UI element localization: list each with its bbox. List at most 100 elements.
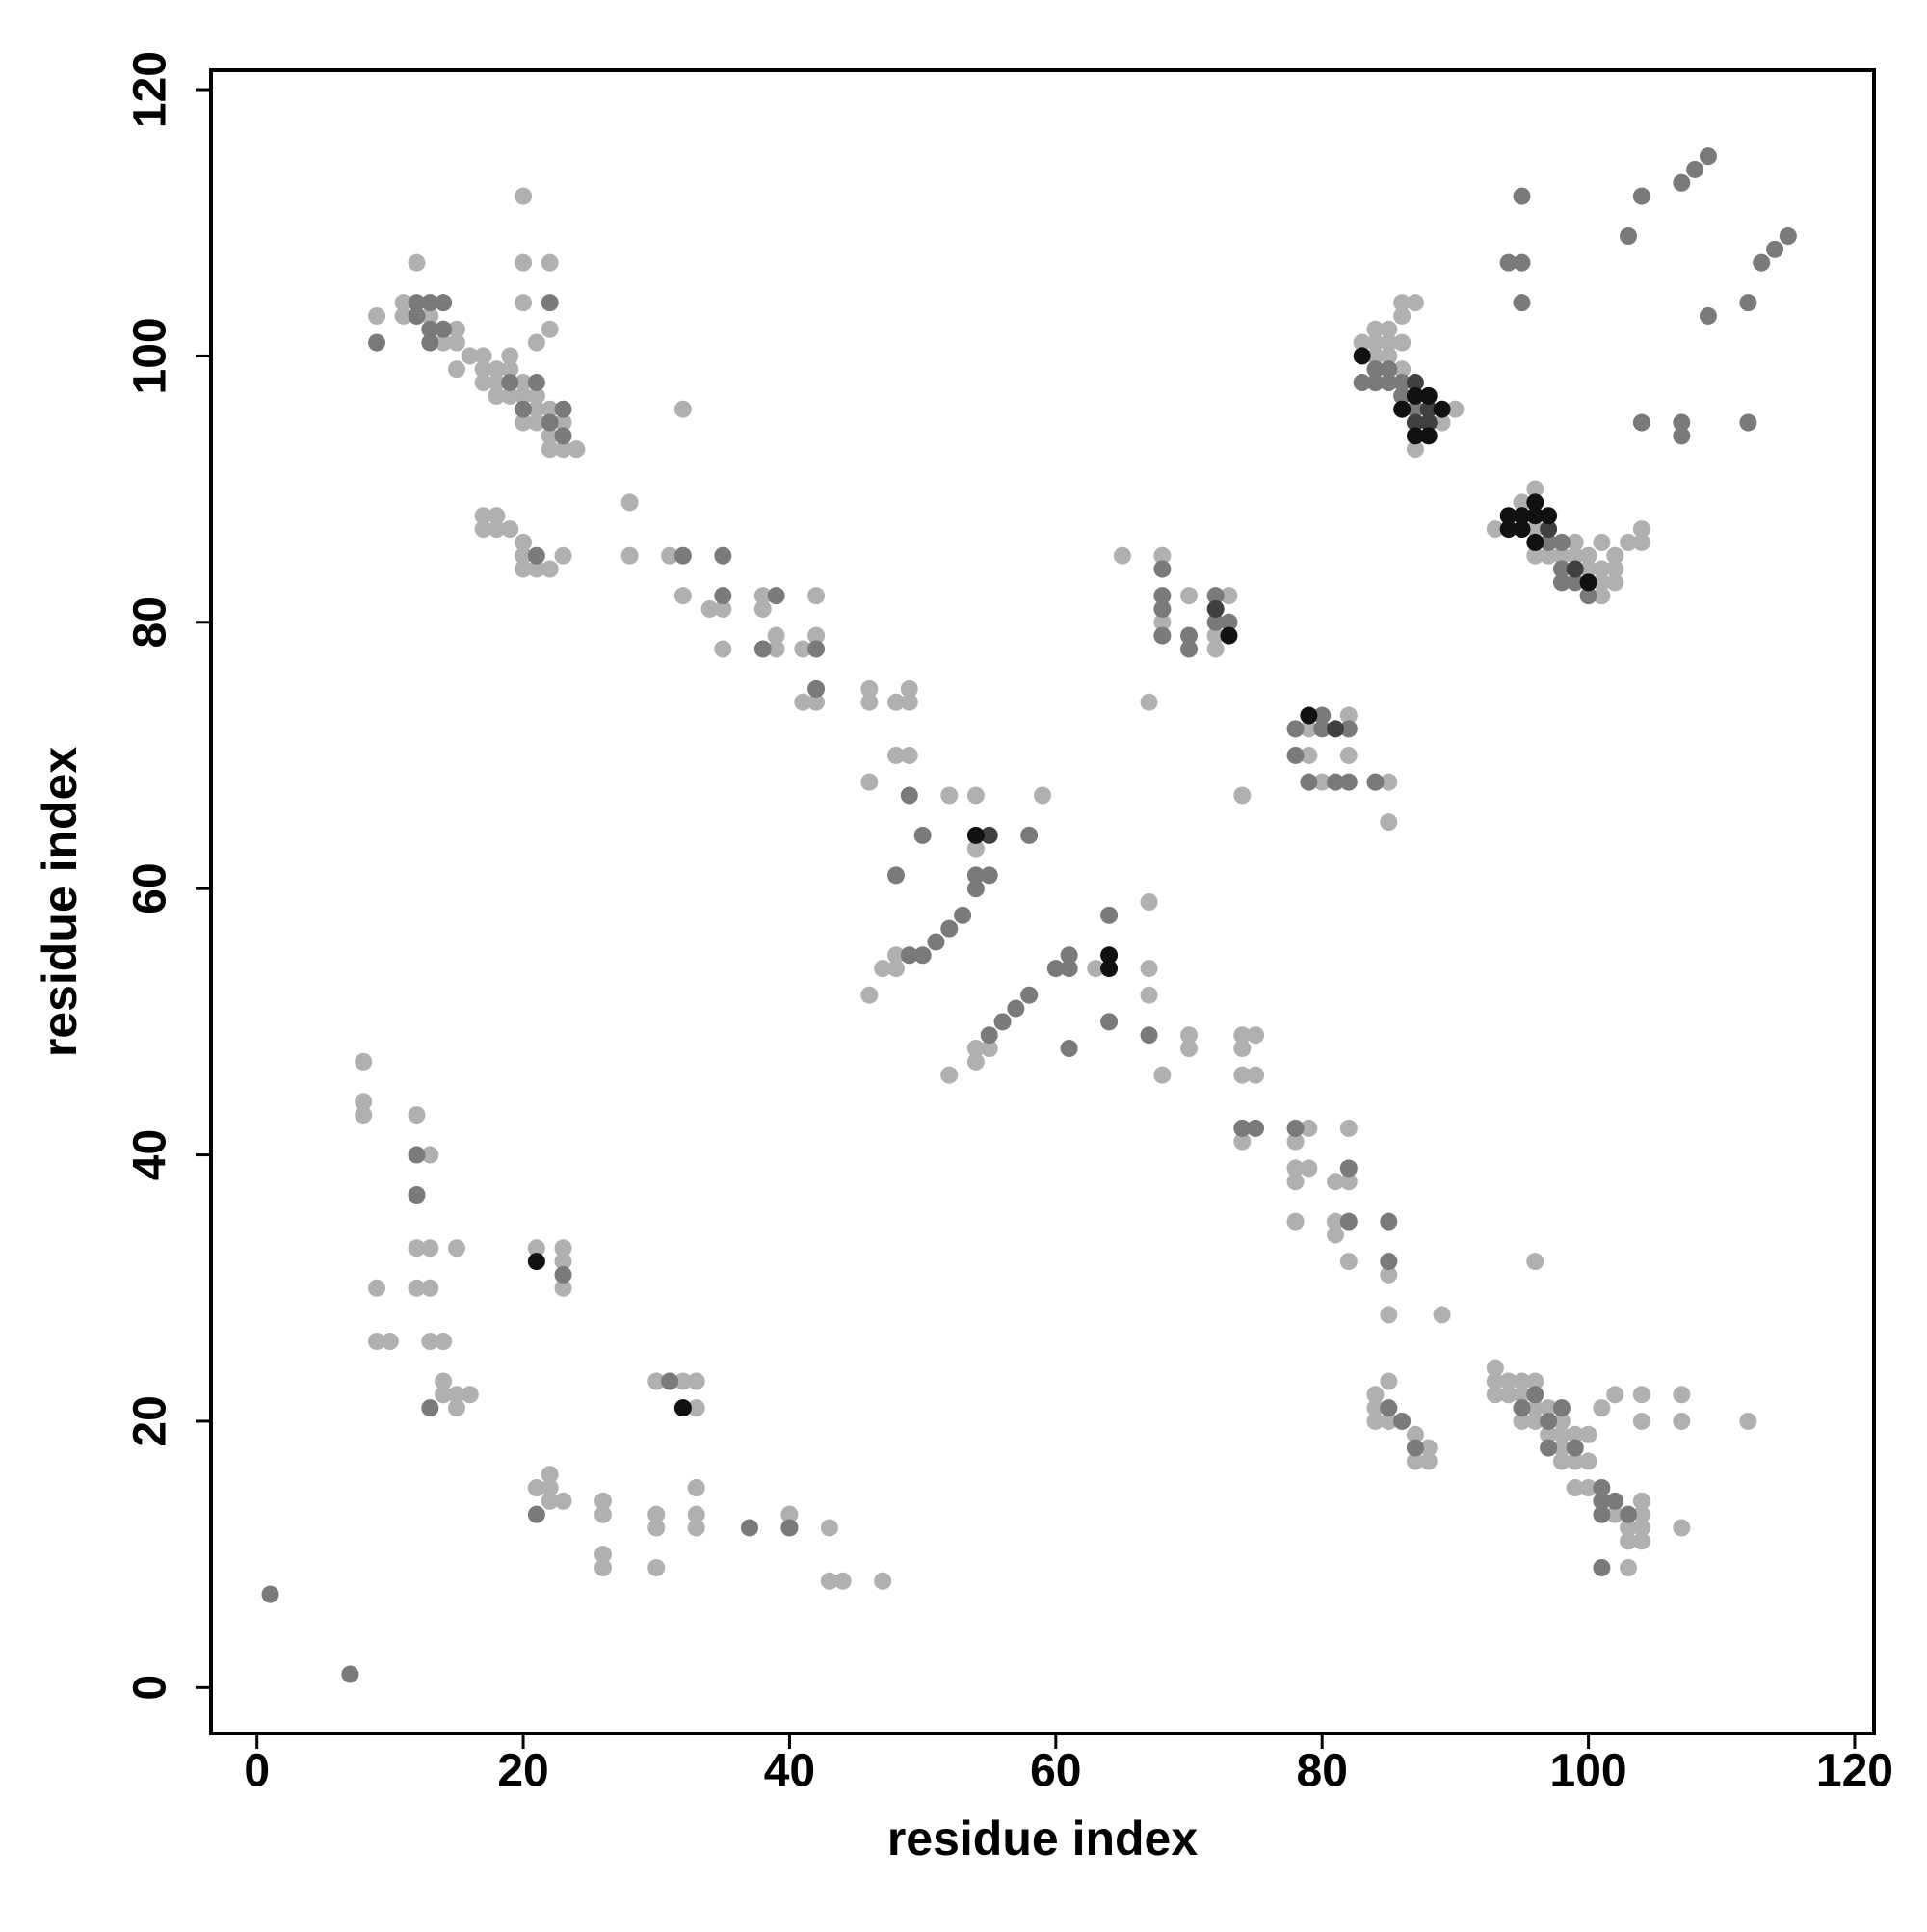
point xyxy=(527,413,545,432)
point xyxy=(1566,560,1584,578)
point xyxy=(1526,520,1544,539)
point xyxy=(874,960,892,978)
point xyxy=(541,440,559,459)
point xyxy=(554,1239,572,1257)
point xyxy=(1100,906,1119,924)
point xyxy=(1593,1479,1611,1497)
point xyxy=(1247,1119,1265,1137)
point xyxy=(594,1492,612,1510)
point xyxy=(1499,1372,1518,1390)
point xyxy=(515,560,533,578)
point xyxy=(1393,374,1412,392)
point xyxy=(1606,1505,1624,1523)
point xyxy=(807,626,826,645)
point xyxy=(1406,1439,1424,1457)
point xyxy=(740,1519,758,1537)
point xyxy=(780,1505,799,1523)
point xyxy=(1406,294,1424,312)
point xyxy=(421,306,439,325)
point xyxy=(661,546,679,565)
point xyxy=(1632,187,1650,205)
point xyxy=(368,306,386,325)
point xyxy=(954,906,972,924)
point xyxy=(647,1519,666,1537)
point xyxy=(1486,1359,1504,1377)
point xyxy=(1526,1386,1544,1404)
point xyxy=(993,1013,1012,1031)
point xyxy=(1286,1173,1305,1191)
point xyxy=(767,640,785,658)
point xyxy=(1593,1558,1611,1576)
point xyxy=(1499,520,1518,539)
point xyxy=(1247,1026,1265,1045)
point xyxy=(515,533,533,551)
point xyxy=(368,1333,386,1351)
point xyxy=(820,1572,838,1590)
point xyxy=(1327,1226,1345,1244)
point xyxy=(1419,400,1438,418)
point xyxy=(940,919,959,938)
point xyxy=(620,493,639,512)
point xyxy=(1393,333,1412,352)
point xyxy=(474,347,492,365)
point xyxy=(1180,1040,1199,1058)
point xyxy=(554,546,572,565)
point xyxy=(1739,1412,1757,1430)
point xyxy=(435,1386,453,1404)
point xyxy=(900,946,918,965)
point xyxy=(1339,1173,1358,1191)
point xyxy=(568,440,586,459)
point xyxy=(1739,294,1757,312)
point xyxy=(488,520,506,539)
y-tick-label: 60 xyxy=(125,862,176,913)
point xyxy=(714,599,732,618)
point xyxy=(1327,1212,1345,1231)
point xyxy=(1380,813,1398,832)
point xyxy=(488,374,506,392)
point xyxy=(594,1558,612,1576)
point xyxy=(966,786,985,805)
point xyxy=(1579,587,1597,605)
point xyxy=(421,1333,439,1351)
point xyxy=(1220,587,1238,605)
point xyxy=(767,587,785,605)
point xyxy=(1406,400,1424,418)
point xyxy=(355,1052,373,1071)
point xyxy=(1540,1439,1558,1457)
point xyxy=(1593,587,1611,605)
point xyxy=(1499,253,1518,272)
point xyxy=(1286,746,1305,764)
point xyxy=(1566,533,1584,551)
point xyxy=(554,413,572,432)
point xyxy=(1566,1479,1584,1497)
point xyxy=(1007,999,1025,1018)
point xyxy=(1419,1452,1438,1470)
point xyxy=(1353,347,1371,365)
point xyxy=(966,880,985,898)
point xyxy=(966,826,985,844)
point xyxy=(474,374,492,392)
point xyxy=(1060,960,1078,978)
point xyxy=(1313,773,1332,791)
point xyxy=(1366,1412,1385,1430)
point xyxy=(940,1066,959,1084)
point xyxy=(1673,1386,1691,1404)
point xyxy=(1233,1066,1252,1084)
point xyxy=(1620,533,1638,551)
point xyxy=(1526,480,1544,498)
point xyxy=(1620,1519,1638,1537)
x-tick-label: 100 xyxy=(1550,1746,1627,1797)
point xyxy=(408,1106,426,1125)
point xyxy=(435,320,453,338)
point xyxy=(554,1253,572,1271)
point xyxy=(1313,720,1332,738)
point xyxy=(886,866,905,885)
point xyxy=(886,960,905,978)
point xyxy=(355,1093,373,1111)
point xyxy=(1060,1040,1078,1058)
point xyxy=(447,1239,465,1257)
point xyxy=(807,640,826,658)
point xyxy=(1233,1040,1252,1058)
point xyxy=(1366,333,1385,352)
